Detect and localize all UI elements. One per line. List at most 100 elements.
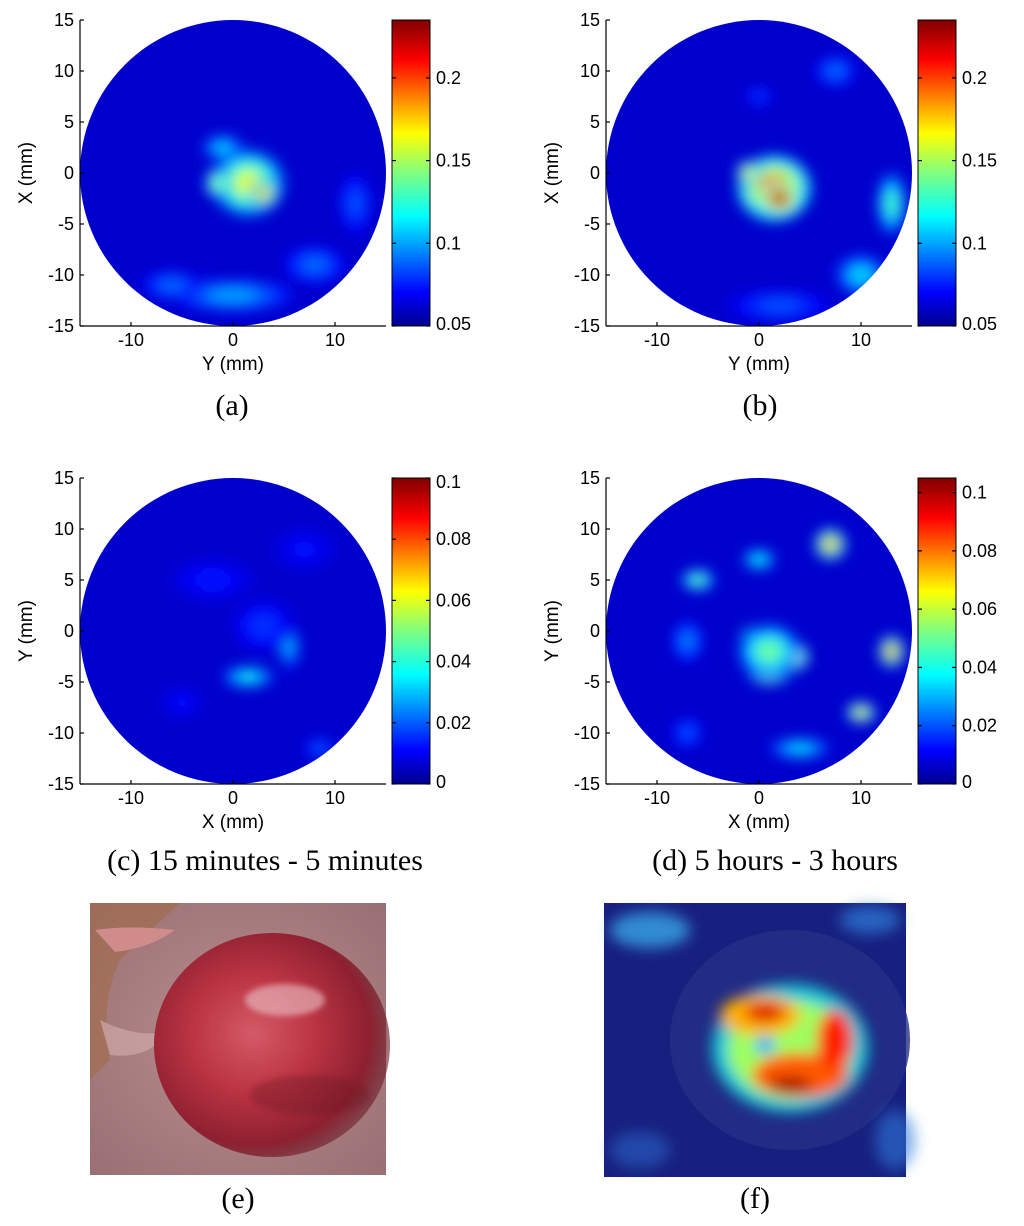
caption-e: (e) (221, 1182, 254, 1215)
colorbar-tick-label: 0.06 (962, 599, 997, 619)
y-tick-label: 5 (64, 112, 74, 132)
y-axis-label: X (mm) (542, 142, 563, 204)
caption-f: (f) (740, 1182, 770, 1215)
y-tick-label: 5 (590, 112, 600, 132)
heatmap-blob (681, 633, 694, 650)
heatmap-blob (173, 696, 191, 709)
y-tick-label: 5 (64, 570, 74, 590)
y-axis-label: Y (mm) (16, 600, 37, 662)
overlay-f (604, 903, 915, 1177)
heatmap-blob (752, 555, 766, 564)
panel-b: 15 10 5 0 -5 -10 -15 -10 0 10 Y (mm) X (mm) 0.2 0.15 0… (542, 10, 997, 422)
colorbar-tick-label: 0.15 (962, 151, 997, 171)
x-tick-label: -10 (644, 330, 670, 350)
y-tick-label: -5 (584, 672, 600, 692)
x-axis-label: X (mm) (728, 812, 790, 833)
heatmap-blob (827, 64, 844, 78)
heatmap-blob (196, 571, 229, 589)
y-tick-label: 15 (580, 10, 600, 30)
colorbar-tick-label: 0.08 (962, 541, 997, 561)
heatmap-blob (214, 142, 231, 153)
colorbar (917, 477, 957, 785)
x-tick-label: 0 (228, 788, 238, 808)
y-tick-label: 15 (54, 10, 74, 30)
heatmap-blob (850, 266, 872, 284)
y-tick-label: 0 (590, 163, 600, 183)
heatmap-blob (759, 299, 800, 312)
heatmap-blob (885, 191, 898, 216)
colorbar-tick-label: 0.1 (436, 472, 461, 492)
x-tick-label: 10 (851, 330, 871, 350)
y-tick-label: 15 (580, 468, 600, 488)
heatmap-blob (681, 726, 694, 740)
y-axis-label: X (mm) (16, 142, 37, 204)
x-tick-label: -10 (644, 788, 670, 808)
y-tick-label: 15 (54, 468, 74, 488)
colorbar-tick-label: 0.2 (436, 68, 461, 88)
colorbar-tick-label: 0.15 (436, 151, 471, 171)
heatmap-blob (787, 744, 813, 753)
heatmap-blob (159, 279, 185, 291)
y-tick-label: 0 (64, 621, 74, 641)
y-tick-label: -5 (584, 214, 600, 234)
heatmap-blob (212, 177, 223, 190)
y-tick-label: 5 (590, 570, 600, 590)
colorbar-tick-label: 0.06 (436, 590, 471, 610)
heatmap-blob (771, 191, 788, 206)
colorbar-tick-label: 0.04 (436, 652, 471, 672)
heatmap-blob (691, 575, 705, 585)
colorbar-tick-label: 0.1 (962, 233, 987, 253)
panel-d: 15 10 5 0 -5 -10 -15 -10 0 10 X (mm) Y (mm) 0.1 0.08 0… (542, 468, 997, 877)
colorbar (391, 19, 431, 327)
y-tick-label: -15 (48, 774, 74, 794)
panel-caption: (c) 15 minutes - 5 minutes (107, 844, 423, 877)
y-tick-label: -10 (48, 265, 74, 285)
x-axis-label: Y (mm) (202, 354, 264, 375)
y-tick-label: -15 (574, 774, 600, 794)
x-tick-label: 10 (325, 330, 345, 350)
colorbar-tick-label: 0.1 (962, 483, 987, 503)
panel-caption: (d) 5 hours - 3 hours (652, 844, 898, 877)
x-tick-label: 0 (228, 330, 238, 350)
heatmap-blob (752, 92, 766, 101)
x-tick-label: 10 (851, 788, 871, 808)
x-axis-label: X (mm) (202, 812, 264, 833)
heatmap-blob (238, 672, 259, 681)
panel-caption: (a) (215, 389, 248, 422)
y-tick-label: -5 (58, 214, 74, 234)
photo-e (90, 903, 390, 1175)
heatmap-blob (257, 187, 270, 200)
heatmap-blob (251, 615, 276, 637)
heatmap-blob (756, 640, 782, 663)
y-tick-label: -15 (48, 316, 74, 336)
colorbar-tick-label: 0.1 (436, 233, 461, 253)
x-tick-label: -10 (118, 788, 144, 808)
y-tick-label: 10 (580, 61, 600, 81)
colorbar-tick-label: 0.08 (436, 529, 471, 549)
heatmap-blob (855, 708, 867, 717)
colorbar-tick-label: 0 (436, 772, 446, 792)
heatmap-blob (292, 541, 317, 558)
heatmap-blob (302, 257, 327, 273)
heatmap-blob (824, 538, 837, 551)
colorbar-tick-label: 0.05 (962, 314, 997, 334)
y-tick-label: 10 (580, 519, 600, 539)
colorbar (391, 477, 431, 785)
y-tick-label: 0 (590, 621, 600, 641)
y-tick-label: -10 (574, 265, 600, 285)
colorbar-tick-label: 0.2 (962, 68, 987, 88)
x-tick-label: 0 (754, 330, 764, 350)
heatmap-blob (313, 744, 326, 753)
y-tick-label: -15 (574, 316, 600, 336)
colorbar-tick-label: 0.05 (436, 314, 471, 334)
colorbar-tick-label: 0.04 (962, 657, 997, 677)
y-tick-label: -10 (48, 723, 74, 743)
heatmap-blob (208, 288, 258, 302)
x-tick-label: 10 (325, 788, 345, 808)
colorbar (917, 19, 957, 327)
heatmap-blob (743, 168, 754, 178)
heatmap-blob (348, 191, 362, 216)
heatmap-blob (886, 645, 897, 658)
colorbar-tick-label: 0.02 (962, 716, 997, 736)
